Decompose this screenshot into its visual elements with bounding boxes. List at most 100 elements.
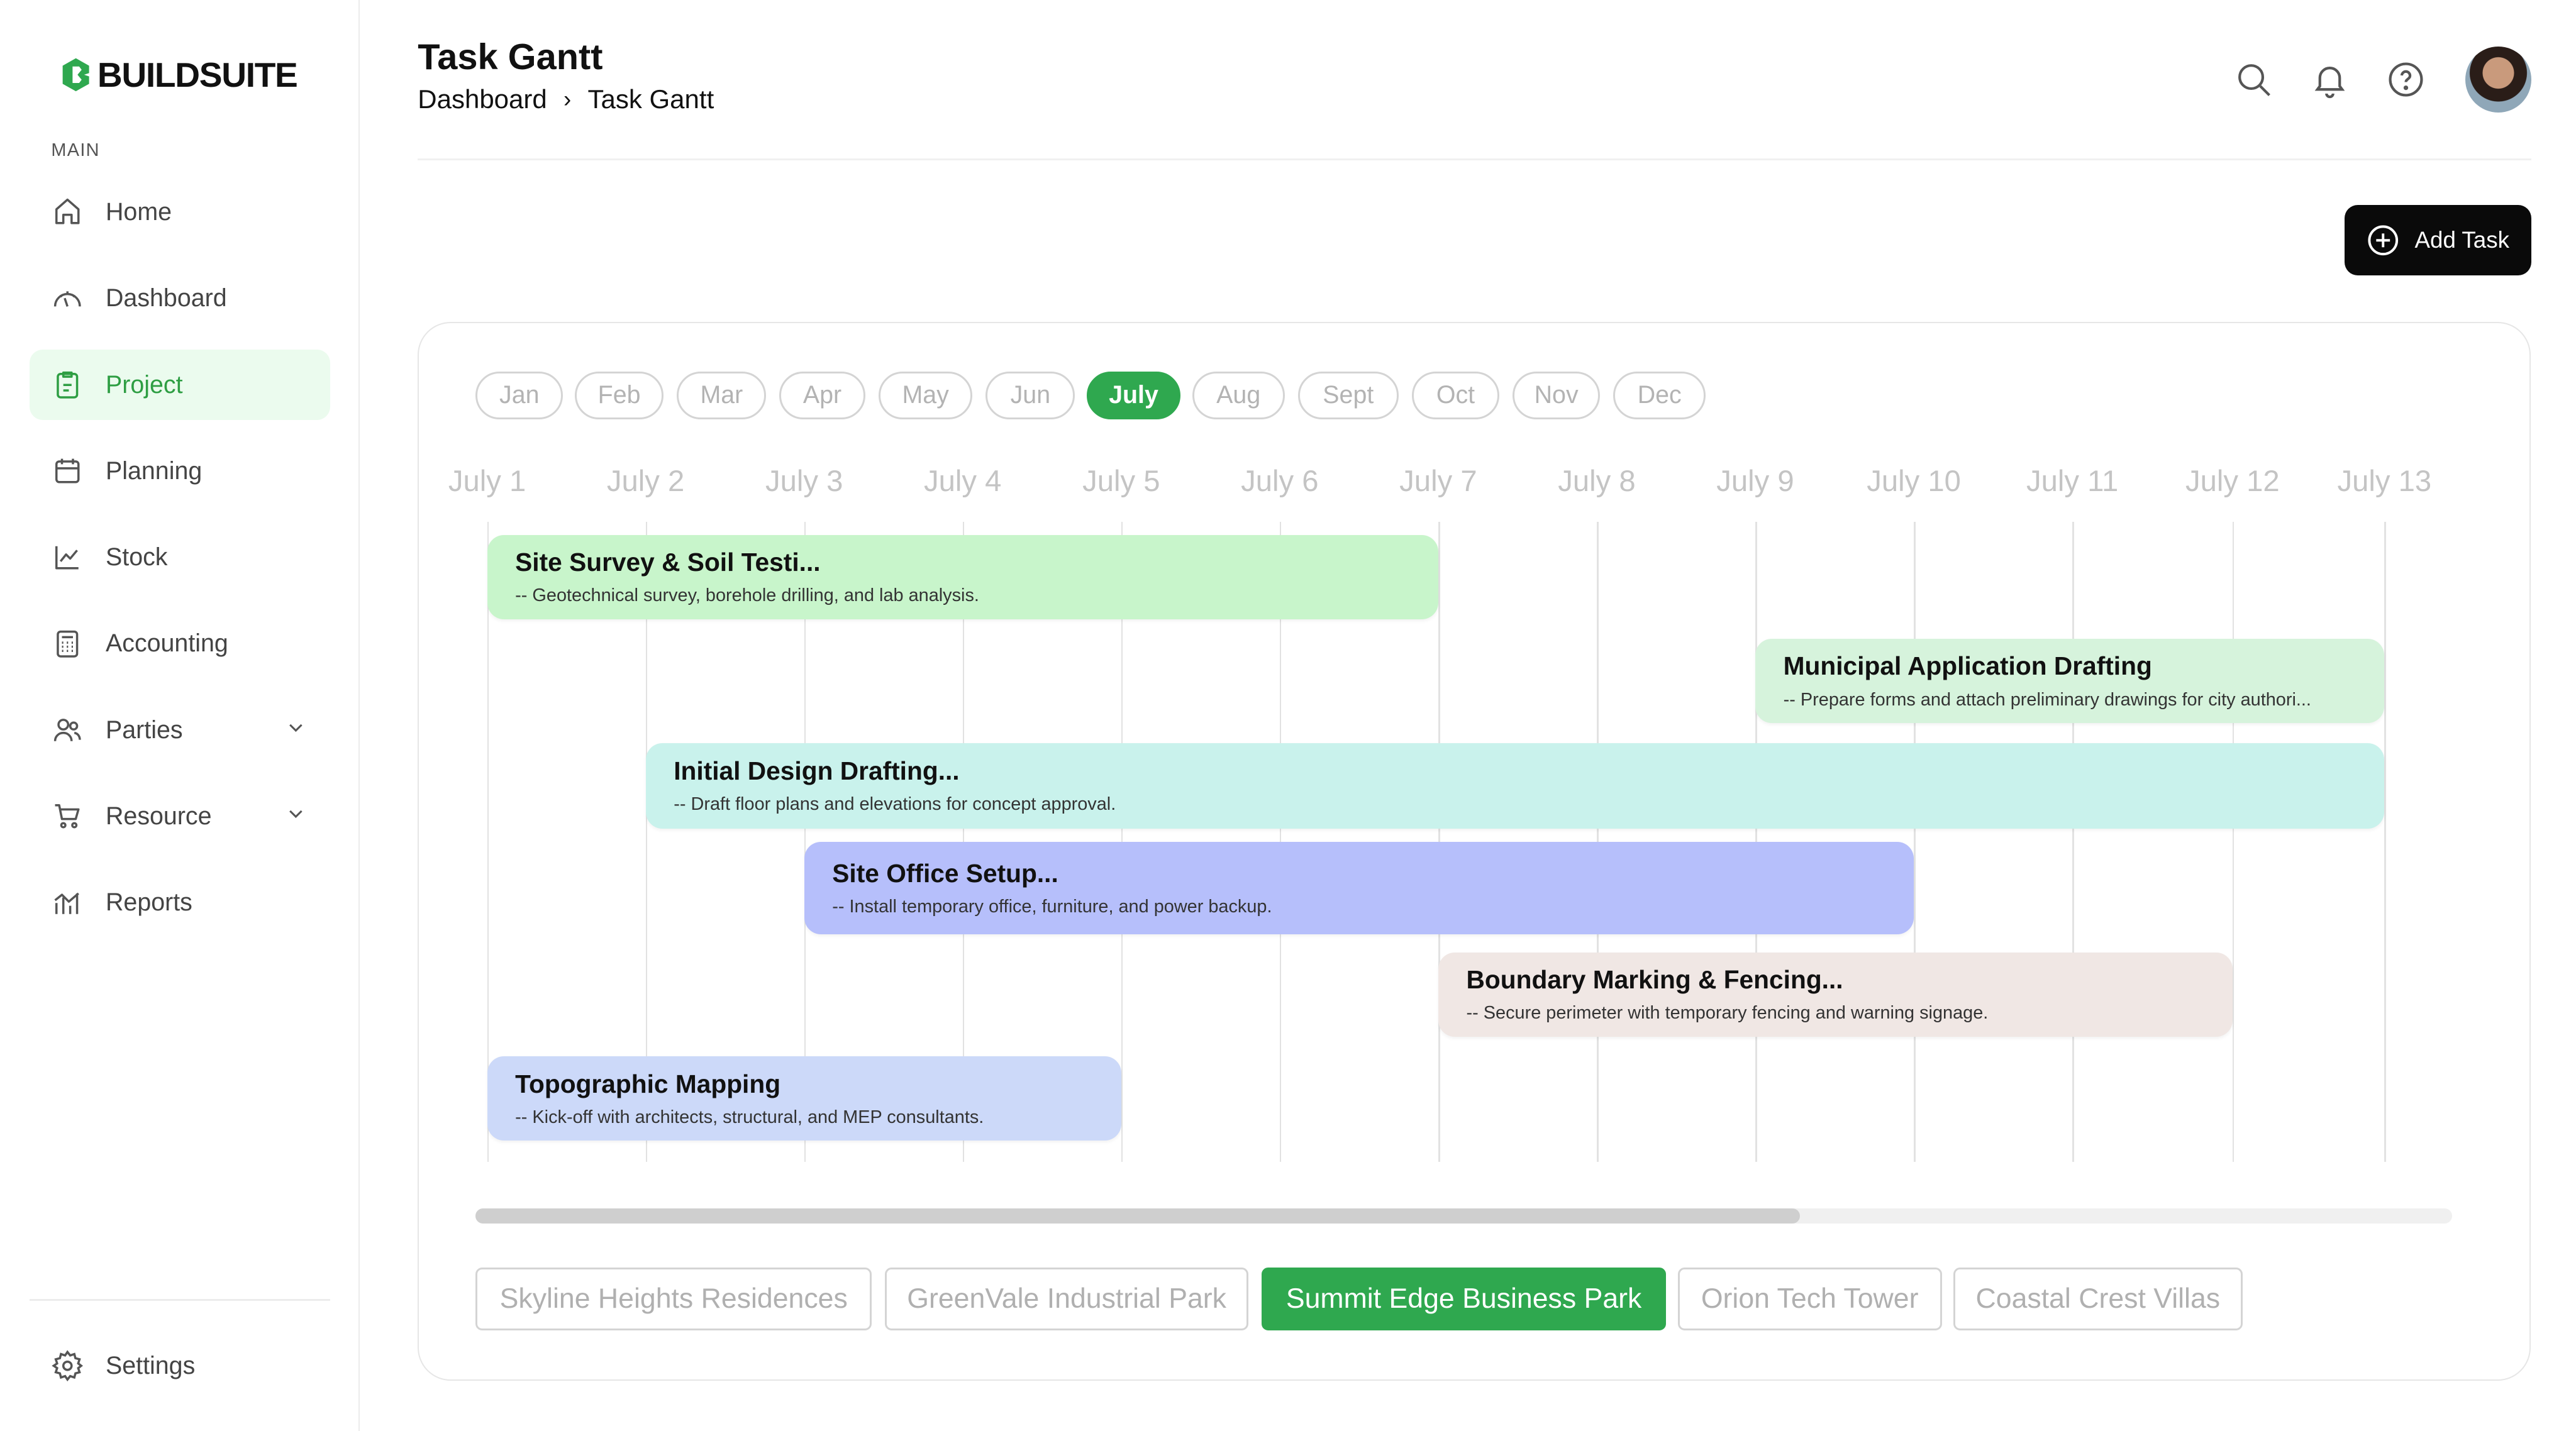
sidebar-item-reports[interactable]: Reports [30, 867, 330, 938]
task-description: -- Geotechnical survey, borehole drillin… [515, 585, 979, 606]
grid-line [1914, 521, 1916, 1163]
task-description: -- Draft floor plans and elevations for … [674, 794, 1116, 815]
sidebar-item-project[interactable]: Project [30, 349, 331, 421]
breadcrumb-current: Task Gantt [587, 84, 714, 114]
month-pill-jun[interactable]: Jun [985, 371, 1075, 419]
logo[interactable]: BUILDSUITE [61, 55, 298, 95]
task-bar[interactable]: Boundary Marking & Fencing... -- Secure p… [1438, 952, 2233, 1037]
month-pill-sept[interactable]: Sept [1297, 371, 1399, 419]
sidebar-item-accounting[interactable]: Accounting [30, 609, 330, 680]
scrollbar-thumb[interactable] [475, 1208, 1800, 1224]
day-label: July 3 [765, 464, 843, 498]
task-description: -- Install temporary office, furniture, … [832, 897, 1272, 917]
sidebar-item-label: Parties [106, 716, 183, 744]
day-label: July 11 [2026, 464, 2119, 498]
sidebar-item-label: Accounting [106, 629, 228, 658]
users-icon [54, 719, 82, 741]
help-icon[interactable] [2386, 60, 2426, 99]
search-icon[interactable] [2234, 60, 2273, 99]
sidebar-item-planning[interactable]: Planning [30, 436, 330, 507]
task-title: Site Survey & Soil Testi... [515, 548, 821, 577]
calendar-icon [55, 458, 80, 483]
gear-icon [52, 1350, 84, 1382]
sidebar-item-label: Dashboard [106, 284, 227, 312]
sidebar-item-settings[interactable]: Settings [30, 1330, 330, 1401]
task-title: Initial Design Drafting... [674, 756, 960, 786]
month-pill-july[interactable]: July [1086, 371, 1181, 419]
day-label: July 13 [2337, 464, 2432, 498]
chart-line-icon [55, 546, 79, 570]
day-label: July 9 [1716, 464, 1794, 498]
month-pill-aug[interactable]: Aug [1192, 371, 1285, 419]
day-label: July 1 [448, 464, 526, 498]
task-title: Boundary Marking & Fencing... [1466, 965, 1843, 995]
bell-icon[interactable] [2310, 60, 2350, 99]
grid-line [645, 521, 648, 1163]
grid-line [2072, 521, 2074, 1163]
task-bar[interactable]: Topographic Mapping -- Kick-off with arch… [487, 1056, 1121, 1141]
header-divider [418, 158, 2532, 160]
sidebar-item-label: Project [106, 370, 183, 399]
add-task-label: Add Task [2414, 227, 2510, 253]
avatar[interactable] [2465, 46, 2532, 113]
task-title: Topographic Mapping [515, 1069, 781, 1098]
sidebar-item-label: Resource [106, 802, 212, 831]
cart-icon [55, 804, 80, 829]
day-label: July 2 [606, 464, 685, 498]
breadcrumb: Dashboard › Task Gantt [418, 84, 714, 114]
gauge-icon [54, 291, 82, 307]
month-pill-jan[interactable]: Jan [475, 371, 564, 419]
sidebar: BUILDSUITE MAIN Home Dashboard Project Plan… [0, 0, 360, 1431]
breadcrumb-dashboard[interactable]: Dashboard [418, 84, 547, 114]
plus-circle-icon [2368, 225, 2399, 255]
month-pill-dec[interactable]: Dec [1613, 371, 1706, 419]
month-pill-mar[interactable]: Mar [677, 371, 767, 419]
clipboard-icon [57, 371, 79, 399]
task-title: Site Office Setup... [832, 859, 1058, 888]
month-pill-oct[interactable]: Oct [1411, 371, 1500, 419]
bar-chart-icon [54, 892, 80, 914]
project-tab[interactable]: Skyline Heights Residences [475, 1268, 872, 1331]
project-tab[interactable]: Coastal Crest Villas [1953, 1268, 2243, 1331]
sidebar-item-dashboard[interactable]: Dashboard [30, 263, 330, 334]
month-pill-apr[interactable]: Apr [779, 371, 865, 419]
sidebar-item-label: Reports [106, 888, 192, 917]
task-bar[interactable]: Municipal Application Drafting -- Prepare… [1755, 639, 2385, 723]
page-title: Task Gantt [418, 36, 603, 77]
chevron-down-icon[interactable] [284, 802, 308, 826]
brand-name: BUILDSUITE [97, 55, 298, 94]
task-bar[interactable]: Site Office Setup... -- Install temporary… [804, 842, 1914, 935]
grid-line [487, 521, 489, 1163]
grid-line [2232, 521, 2235, 1163]
day-label: July 5 [1082, 464, 1160, 498]
day-label: July 12 [2185, 464, 2280, 498]
task-bar[interactable]: Site Survey & Soil Testi... -- Geotechnic… [487, 534, 1438, 619]
task-bar[interactable]: Initial Design Drafting... -- Draft floor… [645, 743, 2385, 829]
sidebar-item-stock[interactable]: Stock [30, 522, 330, 593]
day-label: July 4 [924, 464, 1002, 498]
grid-line [804, 521, 806, 1163]
month-pill-feb[interactable]: Feb [574, 371, 664, 419]
project-tab[interactable]: GreenVale Industrial Park [885, 1268, 1248, 1331]
home-icon [55, 198, 80, 224]
day-label: July 6 [1241, 464, 1319, 498]
sidebar-item-home[interactable]: Home [30, 177, 330, 248]
month-pill-may[interactable]: May [878, 371, 973, 419]
task-description: -- Secure perimeter with temporary fenci… [1466, 1003, 1989, 1024]
add-task-button[interactable]: Add Task [2345, 204, 2532, 276]
chevron-down-icon[interactable] [284, 716, 308, 739]
month-pill-nov[interactable]: Nov [1513, 371, 1601, 419]
task-title: Municipal Application Drafting [1783, 651, 2152, 681]
sidebar-item-label: Planning [106, 456, 203, 485]
project-tab[interactable]: Orion Tech Tower [1677, 1268, 1942, 1331]
task-description: -- Kick-off with architects, structural,… [515, 1107, 984, 1127]
sidebar-item-label: Settings [106, 1352, 196, 1380]
grid-line [2384, 521, 2386, 1163]
sidebar-item-parties[interactable]: Parties [30, 695, 330, 766]
divider [30, 1299, 331, 1301]
day-label: July 10 [1867, 464, 1961, 498]
calculator-icon [57, 630, 79, 658]
sidebar-item-resource[interactable]: Resource [30, 781, 330, 852]
sidebar-item-label: Stock [106, 543, 168, 572]
project-tab[interactable]: Summit Edge Business Park [1261, 1268, 1667, 1331]
